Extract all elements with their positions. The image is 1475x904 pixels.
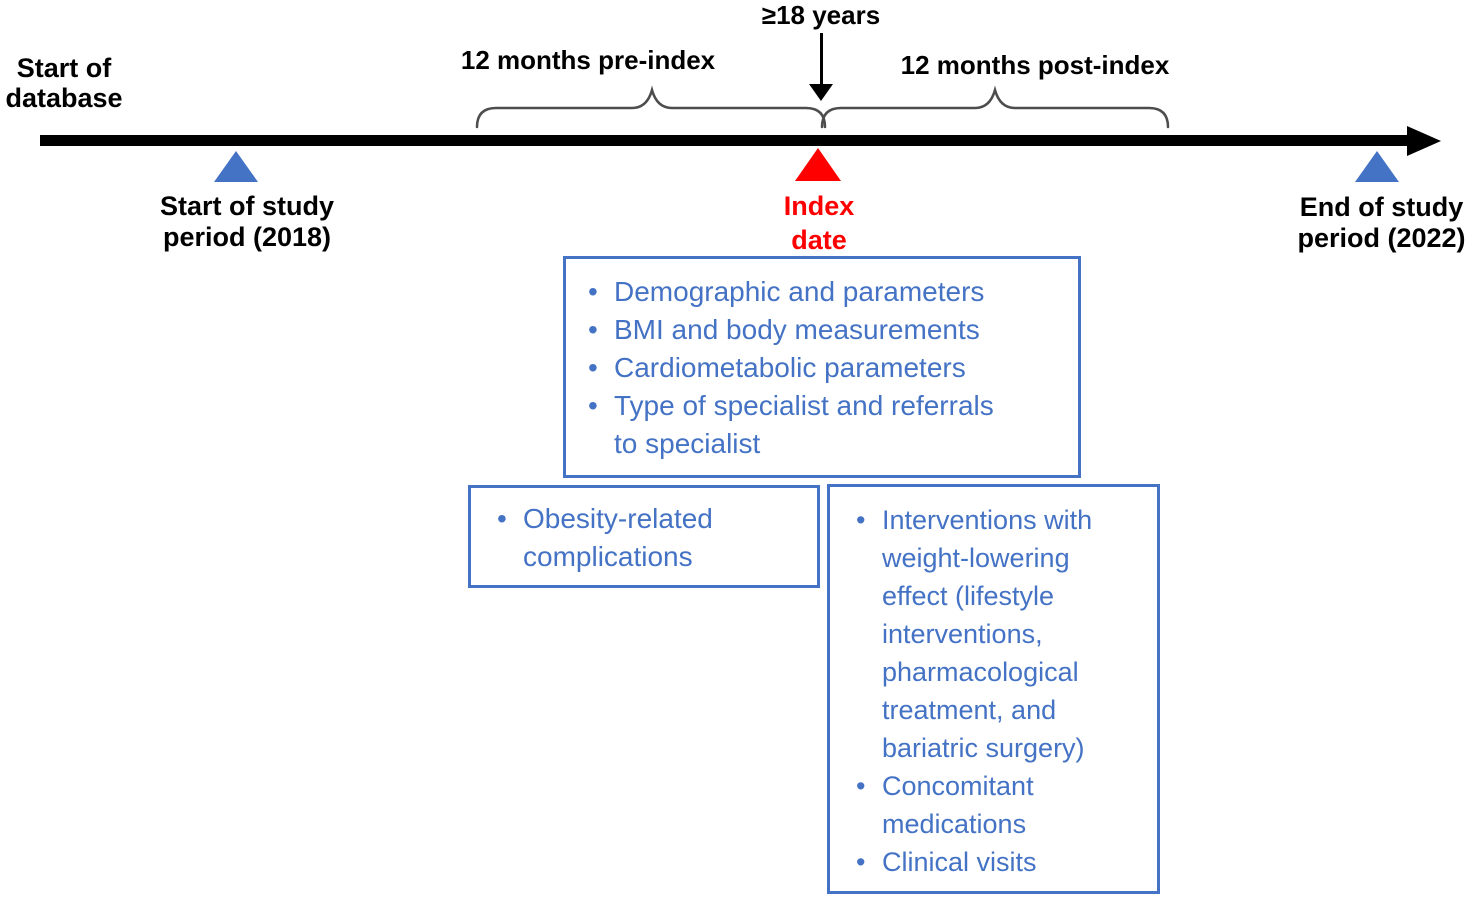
- list-item: Interventions with weight-lowering effec…: [856, 501, 1153, 767]
- timeline-line: [40, 135, 1410, 146]
- list-item-text: Interventions with weight-lowering effec…: [882, 505, 1093, 763]
- list-item: Cardiometabolic parameters: [588, 349, 1070, 387]
- bullet-icon: [856, 843, 882, 881]
- index-date-label: Index date: [783, 191, 855, 255]
- pre-index-assessments-box: Obesity-related complications: [468, 485, 820, 588]
- age-arrow-line: [820, 33, 823, 85]
- list-item-text: Clinical visits: [882, 847, 1037, 877]
- bullet-icon: [588, 273, 614, 311]
- end-of-study-label: End of study period (2022): [1297, 192, 1466, 253]
- list-item: Demographic and parameters: [588, 273, 1070, 311]
- index-assessments-box: Demographic and parameters BMI and body …: [563, 256, 1081, 478]
- timeline-arrowhead-icon: [1407, 126, 1441, 156]
- pre-index-period-label: 12 months pre-index: [460, 45, 716, 75]
- start-of-database-label: Start of database: [5, 53, 123, 113]
- bullet-icon: [856, 767, 882, 805]
- bullet-icon: [588, 387, 614, 425]
- pre-index-brace-icon: [475, 85, 827, 129]
- list-item-text: Cardiometabolic parameters: [614, 352, 966, 383]
- list-item-text: Type of specialist and referrals to spec…: [614, 390, 994, 459]
- start-study-marker-icon: [214, 151, 258, 182]
- bullet-icon: [497, 500, 523, 538]
- list-item: BMI and body measurements: [588, 311, 1070, 349]
- list-item-text: Concomitant medications: [882, 771, 1034, 839]
- bullet-icon: [856, 501, 882, 539]
- age-arrow-head-icon: [809, 84, 833, 101]
- list-item: Clinical visits: [856, 843, 1153, 881]
- list-item: Type of specialist and referrals to spec…: [588, 387, 1070, 463]
- end-study-marker-icon: [1355, 151, 1399, 182]
- post-index-period-label: 12 months post-index: [900, 50, 1170, 80]
- post-index-brace-icon: [820, 85, 1170, 129]
- list-item-text: Obesity-related complications: [523, 503, 713, 572]
- bullet-icon: [588, 311, 614, 349]
- list-item: Concomitant medications: [856, 767, 1153, 843]
- age-criterion-label: ≥18 years: [761, 0, 881, 30]
- bullet-icon: [588, 349, 614, 387]
- index-date-marker-icon: [795, 148, 841, 181]
- post-index-assessments-box: Interventions with weight-lowering effec…: [827, 484, 1160, 894]
- start-of-study-label: Start of study period (2018): [159, 191, 334, 252]
- list-item-text: BMI and body measurements: [614, 314, 980, 345]
- list-item-text: Demographic and parameters: [614, 276, 985, 307]
- list-item: Obesity-related complications: [497, 500, 811, 576]
